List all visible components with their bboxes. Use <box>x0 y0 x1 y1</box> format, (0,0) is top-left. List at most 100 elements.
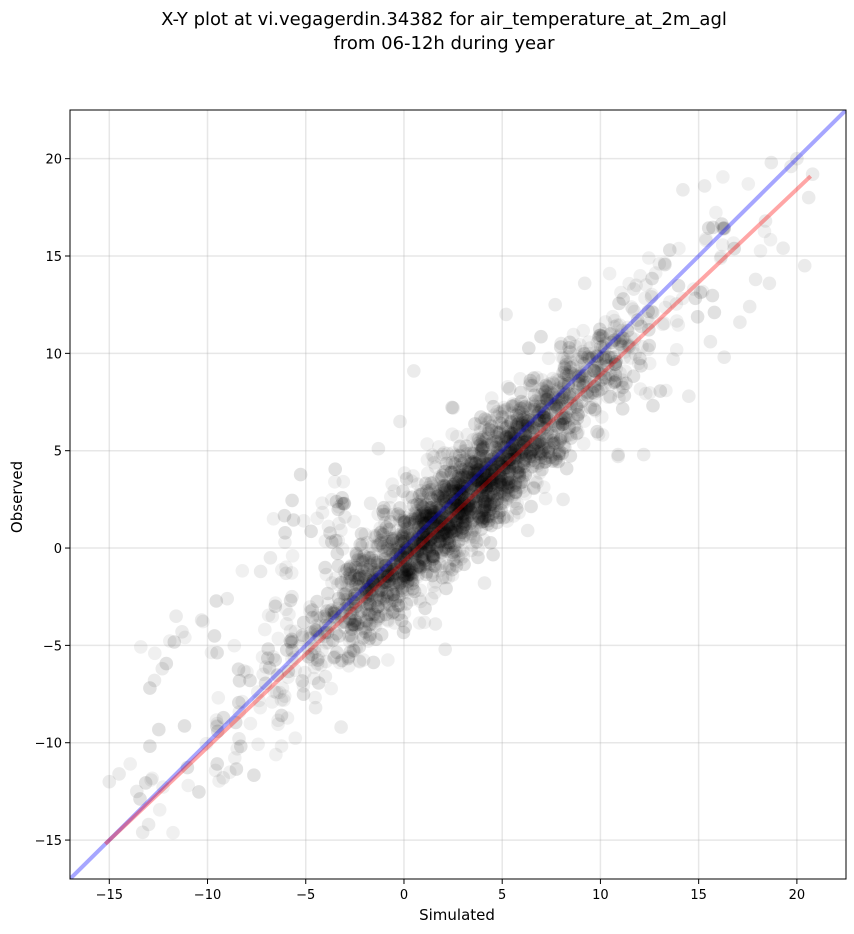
data-point <box>506 397 520 411</box>
data-point <box>379 520 394 535</box>
data-point <box>511 448 526 463</box>
data-point <box>359 587 374 601</box>
data-point <box>457 509 472 523</box>
data-point <box>447 462 462 477</box>
data-point <box>342 634 357 649</box>
data-point <box>470 436 485 451</box>
data-point <box>370 555 385 570</box>
data-point <box>418 540 433 555</box>
data-point <box>397 515 412 530</box>
data-point <box>343 562 357 576</box>
data-point <box>390 593 405 607</box>
data-point <box>309 610 324 625</box>
data-point <box>442 535 457 550</box>
data-point <box>481 426 496 441</box>
data-point <box>425 509 440 524</box>
data-point <box>368 578 383 592</box>
data-point <box>385 568 400 583</box>
data-point <box>498 430 512 444</box>
data-point <box>437 526 451 540</box>
data-point <box>386 531 401 546</box>
data-point <box>429 501 444 515</box>
data-point <box>569 400 584 414</box>
data-point <box>497 437 511 452</box>
data-point <box>359 590 373 604</box>
data-point <box>268 599 283 614</box>
data-point <box>473 438 488 452</box>
data-point <box>508 485 523 499</box>
data-point <box>343 568 358 582</box>
data-point <box>412 520 426 535</box>
data-point <box>419 509 434 524</box>
data-point <box>235 564 250 578</box>
data-point <box>211 691 226 705</box>
data-point <box>283 624 298 638</box>
data-point <box>457 483 471 497</box>
data-point <box>392 578 407 592</box>
data-point <box>453 453 468 468</box>
data-point <box>417 516 432 531</box>
data-point <box>133 792 147 806</box>
data-point <box>159 656 174 671</box>
data-point <box>416 501 431 515</box>
data-point <box>493 416 507 430</box>
data-point <box>522 341 536 356</box>
data-point <box>410 497 424 512</box>
data-point <box>387 605 401 619</box>
data-point <box>426 530 440 545</box>
data-point <box>261 642 276 656</box>
data-point <box>285 634 300 649</box>
data-point <box>148 646 162 661</box>
data-point <box>374 583 389 597</box>
data-point <box>338 510 352 524</box>
data-point <box>511 443 525 458</box>
data-point <box>293 467 308 482</box>
data-point <box>465 501 479 516</box>
data-point <box>439 508 453 523</box>
data-point <box>334 575 349 590</box>
data-point <box>458 475 473 490</box>
data-point <box>440 526 454 541</box>
data-point <box>510 420 525 435</box>
data-point <box>526 449 540 464</box>
data-point <box>390 554 405 569</box>
data-point <box>518 433 532 448</box>
data-point <box>535 399 550 414</box>
data-point <box>473 425 488 440</box>
data-point <box>344 574 359 588</box>
data-point <box>514 394 529 409</box>
data-point <box>573 338 587 352</box>
data-point <box>502 464 517 478</box>
data-point <box>357 585 372 600</box>
data-point <box>524 499 538 514</box>
data-point <box>379 569 393 583</box>
data-point <box>436 522 451 537</box>
data-point <box>500 445 514 460</box>
data-point <box>366 575 380 589</box>
data-point <box>547 400 561 415</box>
data-point <box>449 476 463 490</box>
data-point <box>763 232 778 247</box>
data-point <box>430 514 445 529</box>
data-point <box>426 524 440 539</box>
data-point <box>556 379 571 393</box>
data-point <box>420 519 435 533</box>
data-point <box>484 478 498 492</box>
data-point <box>432 502 447 517</box>
data-point <box>425 544 440 558</box>
data-point <box>381 530 395 545</box>
data-point <box>435 545 449 560</box>
data-point <box>327 650 341 665</box>
data-point <box>419 516 434 530</box>
data-point <box>733 315 747 330</box>
data-point <box>340 570 354 585</box>
data-point <box>398 514 412 529</box>
data-point <box>296 687 311 701</box>
data-point <box>508 443 522 458</box>
data-point <box>528 455 543 470</box>
data-point <box>305 625 320 639</box>
data-point <box>608 333 622 347</box>
data-point <box>439 581 453 596</box>
data-point <box>467 455 481 469</box>
data-point <box>366 553 381 568</box>
